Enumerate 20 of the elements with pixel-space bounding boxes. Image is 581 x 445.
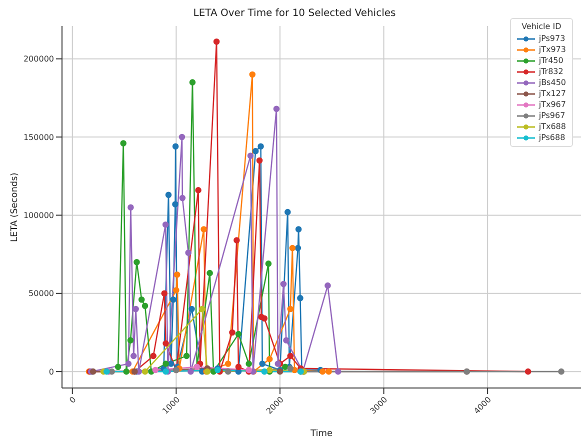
y-tick-label: 150000 [23, 132, 54, 142]
y-tick-label: 50000 [28, 289, 54, 298]
legend-title: Vehicle ID [520, 22, 562, 31]
y-tick-label: 0 [48, 367, 54, 376]
chart-title: LETA Over Time for 10 Selected Vehicles [192, 8, 397, 21]
x-tick-label: 0 [68, 395, 78, 406]
legend-label: jTx127 [538, 89, 566, 98]
legend-label: jTx973 [538, 45, 566, 54]
legend-label: jTr450 [538, 56, 564, 65]
legend-label: jPs973 [538, 34, 566, 43]
y-axis-title: LETA (Seconds) [10, 172, 20, 242]
legend-label: jBs450 [538, 78, 566, 87]
legend-label: jPs967 [538, 111, 566, 120]
x-axis-title: Time [309, 429, 333, 439]
legend-label: jTx967 [538, 100, 566, 109]
legend-label: jTx688 [538, 122, 566, 131]
legend-label: jPs688 [538, 133, 566, 142]
y-tick-label: 100000 [23, 211, 54, 220]
legend-label: jTr832 [538, 67, 564, 76]
y-tick-label: 200000 [23, 54, 54, 64]
